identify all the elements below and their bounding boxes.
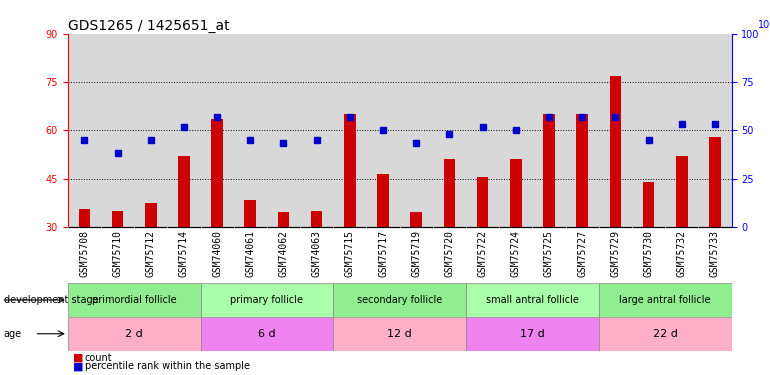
Text: GSM75708: GSM75708	[79, 230, 89, 277]
Text: secondary follicle: secondary follicle	[357, 295, 442, 305]
Text: 6 d: 6 d	[258, 329, 276, 339]
Bar	[311, 211, 323, 227]
Bar	[68, 34, 101, 227]
Text: GSM75733: GSM75733	[710, 230, 720, 277]
Bar	[79, 209, 90, 227]
Text: GSM75725: GSM75725	[544, 230, 554, 277]
Bar	[599, 317, 732, 351]
Text: 17 d: 17 d	[520, 329, 544, 339]
Bar	[410, 212, 422, 227]
Text: 2 d: 2 d	[126, 329, 143, 339]
Bar	[167, 34, 200, 227]
Bar	[665, 34, 698, 227]
Bar	[599, 283, 732, 317]
Bar	[466, 283, 599, 317]
Bar	[444, 159, 455, 227]
Bar	[510, 159, 521, 227]
Text: GSM75719: GSM75719	[411, 230, 421, 277]
Bar	[610, 76, 621, 227]
Bar	[278, 212, 290, 227]
Text: GSM75724: GSM75724	[511, 230, 521, 277]
Text: GSM75712: GSM75712	[146, 230, 156, 277]
Text: count: count	[85, 353, 112, 363]
Bar	[466, 317, 599, 351]
Text: GSM75727: GSM75727	[578, 230, 588, 277]
Bar	[333, 34, 367, 227]
Bar	[234, 34, 267, 227]
Text: GSM74062: GSM74062	[279, 230, 289, 277]
Bar	[145, 203, 156, 227]
Text: 22 d: 22 d	[653, 329, 678, 339]
Bar	[344, 114, 356, 227]
Bar	[367, 34, 400, 227]
Bar	[333, 283, 466, 317]
Bar	[68, 283, 200, 317]
Bar	[68, 317, 200, 351]
Text: GSM75730: GSM75730	[644, 230, 654, 277]
Text: small antral follicle: small antral follicle	[486, 295, 579, 305]
Text: ■: ■	[73, 353, 84, 363]
Bar	[200, 34, 234, 227]
Bar	[543, 114, 554, 227]
Text: primary follicle: primary follicle	[230, 295, 303, 305]
Text: GSM75729: GSM75729	[611, 230, 621, 277]
Bar	[466, 34, 499, 227]
Bar	[676, 156, 688, 227]
Bar	[112, 211, 123, 227]
Text: large antral follicle: large antral follicle	[619, 295, 711, 305]
Text: GSM74060: GSM74060	[212, 230, 222, 277]
Text: GSM75717: GSM75717	[378, 230, 388, 277]
Bar	[433, 34, 466, 227]
Bar	[709, 137, 721, 227]
Text: ■: ■	[73, 362, 84, 371]
Text: development stage: development stage	[4, 295, 99, 305]
Text: GSM75732: GSM75732	[677, 230, 687, 277]
Bar	[632, 34, 665, 227]
Text: percentile rank within the sample: percentile rank within the sample	[85, 362, 249, 371]
Bar	[477, 177, 488, 227]
Bar	[200, 317, 333, 351]
Bar	[300, 34, 333, 227]
Bar	[643, 182, 654, 227]
Bar	[178, 156, 189, 227]
Bar	[200, 283, 333, 317]
Y-axis label: 100%: 100%	[758, 20, 770, 30]
Text: primordial follicle: primordial follicle	[92, 295, 176, 305]
Bar	[134, 34, 167, 227]
Text: GSM75722: GSM75722	[477, 230, 487, 277]
Bar	[499, 34, 532, 227]
Bar	[333, 317, 466, 351]
Bar	[577, 114, 588, 227]
Bar	[377, 174, 389, 227]
Text: 12 d: 12 d	[387, 329, 412, 339]
Text: GDS1265 / 1425651_at: GDS1265 / 1425651_at	[68, 19, 229, 33]
Bar	[532, 34, 565, 227]
Text: GSM74063: GSM74063	[312, 230, 322, 277]
Bar	[267, 34, 300, 227]
Text: age: age	[4, 329, 22, 339]
Text: GSM75714: GSM75714	[179, 230, 189, 277]
Bar	[599, 34, 632, 227]
Text: GSM75710: GSM75710	[112, 230, 122, 277]
Bar	[698, 34, 731, 227]
Bar	[101, 34, 134, 227]
Bar	[245, 200, 256, 227]
Bar	[565, 34, 599, 227]
Text: GSM75720: GSM75720	[444, 230, 454, 277]
Bar	[211, 119, 223, 227]
Bar	[400, 34, 433, 227]
Text: GSM75715: GSM75715	[345, 230, 355, 277]
Text: GSM74061: GSM74061	[246, 230, 256, 277]
